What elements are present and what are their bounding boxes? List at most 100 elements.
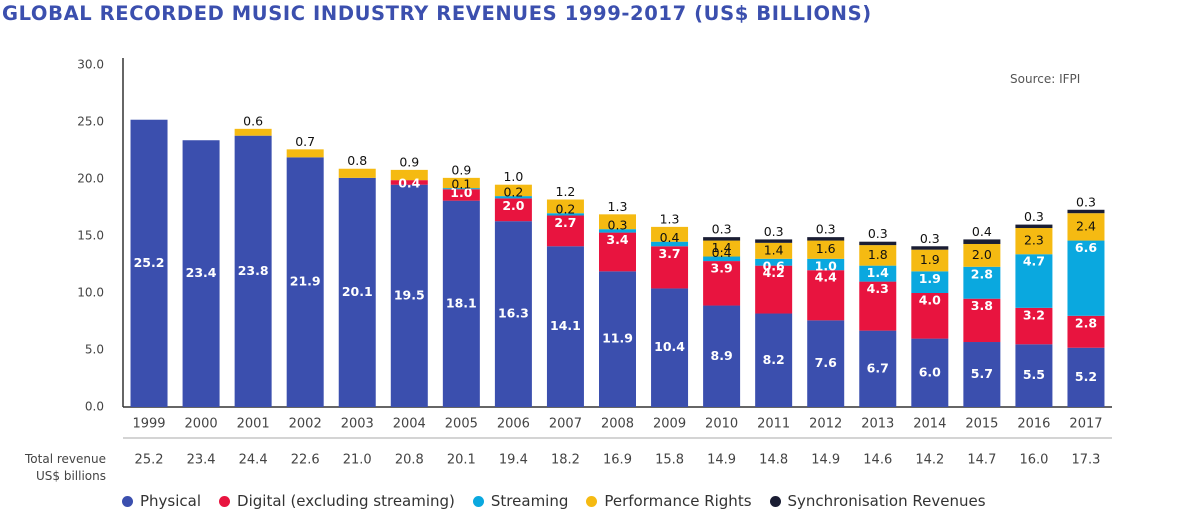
bar-segment-physical (546, 246, 584, 407)
total-value: 20.1 (447, 453, 476, 468)
bar-segment-performance (807, 240, 845, 259)
bar-segment-streaming (651, 241, 689, 247)
data-label-physical: 7.6 (815, 355, 837, 370)
total-value: 21.0 (343, 453, 372, 468)
bar-segment-digital (390, 180, 428, 185)
data-label-streaming: 1.9 (919, 271, 941, 286)
data-label-streaming: 4.7 (1023, 254, 1045, 269)
bar-segment-digital (963, 298, 1001, 343)
source-note: Source: IFPI (1010, 72, 1081, 86)
data-label-digital: 2.8 (1075, 315, 1097, 330)
bar-segment-physical (703, 305, 741, 407)
x-tick-label: 2003 (341, 417, 374, 432)
bar-segment-digital (651, 246, 689, 289)
data-label-streaming: 0.4 (660, 230, 680, 245)
x-tick-label: 2010 (705, 417, 738, 432)
data-label-streaming: 0.3 (608, 218, 628, 233)
chart-title: GLOBAL RECORDED MUSIC INDUSTRY REVENUES … (2, 2, 872, 25)
data-label-performance: 0.6 (243, 113, 263, 128)
y-tick-label: 25.0 (77, 115, 104, 129)
legend-label: Streaming (490, 492, 569, 510)
total-value: 20.8 (395, 453, 424, 468)
bar-segment-performance (911, 249, 949, 272)
bar-segment-streaming (963, 266, 1001, 299)
x-tick-label: 2012 (809, 417, 842, 432)
bar-segment-streaming (755, 258, 793, 266)
data-label-physical: 16.3 (498, 306, 529, 321)
bar-segment-performance (234, 128, 272, 136)
data-label-digital: 0.4 (398, 176, 420, 191)
data-label-digital: 4.4 (815, 270, 837, 285)
legend-label: Physical (140, 492, 202, 510)
data-label-physical: 8.9 (711, 348, 733, 363)
bar-segment-physical (755, 313, 793, 407)
bar-segment-physical (390, 184, 428, 407)
x-tick-label: 2005 (445, 417, 478, 432)
bar-segment-performance (494, 184, 532, 197)
data-label-physical: 5.7 (971, 366, 993, 381)
data-label-performance: 1.0 (503, 169, 523, 184)
x-tick-label: 2002 (289, 417, 322, 432)
data-label-physical: 25.2 (134, 255, 165, 270)
x-tick-label: 2007 (549, 417, 582, 432)
bar-segment-digital (911, 293, 949, 339)
data-label-performance: 1.8 (868, 247, 888, 262)
data-label-digital: 3.8 (971, 298, 993, 313)
bar-segment-digital (755, 265, 793, 314)
data-label-digital: 1.0 (450, 185, 472, 200)
data-label-sync: 0.3 (868, 226, 888, 241)
data-label-digital: 4.0 (919, 293, 941, 308)
data-label-performance: 2.3 (1024, 233, 1044, 248)
bar-segment-performance (859, 245, 897, 266)
total-value: 23.4 (187, 453, 216, 468)
data-label-streaming: 0.6 (763, 258, 785, 273)
legend-item-digital: Digital (excluding streaming) (219, 492, 455, 510)
data-label-performance: 1.4 (712, 240, 732, 255)
y-tick-label: 10.0 (77, 286, 104, 300)
data-label-sync: 0.3 (816, 222, 836, 237)
y-tick-label: 15.0 (77, 229, 104, 243)
bar-segment-streaming (599, 229, 636, 233)
bar-segment-performance (1067, 213, 1105, 241)
total-value: 25.2 (135, 453, 164, 468)
bar-segment-performance (963, 243, 1001, 267)
bar-segment-digital (703, 261, 741, 306)
x-tick-label: 2006 (497, 417, 530, 432)
legend-swatch (122, 495, 133, 507)
total-value: 22.6 (291, 453, 320, 468)
data-label-digital: 3.9 (711, 261, 733, 276)
bar-segment-performance (1015, 228, 1053, 255)
x-tick-label: 2015 (965, 417, 998, 432)
data-label-physical: 8.2 (763, 352, 785, 367)
x-tick-label: 2001 (237, 417, 270, 432)
bar-segment-digital (1067, 315, 1105, 348)
bar-segment-streaming (1015, 254, 1053, 308)
total-value: 15.8 (655, 453, 684, 468)
bar-segment-sync (755, 239, 793, 243)
bar-segment-sync (963, 239, 1001, 244)
bar-segment-physical (130, 119, 168, 407)
data-label-physical: 19.5 (394, 287, 425, 302)
legend-item-sync: Synchronisation Revenues (769, 492, 986, 510)
data-label-physical: 10.4 (654, 339, 685, 354)
legend-label: Performance Rights (604, 492, 752, 510)
legend: Physical Digital (excluding streaming) Str… (122, 492, 986, 510)
legend-label: Synchronisation Revenues (787, 492, 986, 510)
data-label-physical: 18.1 (446, 295, 477, 310)
bar-segment-performance (390, 169, 428, 181)
total-value: 16.0 (1019, 453, 1048, 468)
bar-segment-performance (703, 240, 741, 257)
data-label-sync: 0.4 (972, 224, 992, 239)
data-label-performance: 0.7 (295, 134, 315, 149)
data-label-performance: 2.0 (972, 247, 992, 262)
bar-segment-streaming (494, 196, 532, 199)
bar-segment-physical (286, 157, 324, 407)
bar-segment-streaming (546, 213, 584, 216)
data-label-physical: 23.4 (186, 265, 217, 280)
data-label-sync: 0.3 (764, 224, 784, 239)
data-label-performance: 1.2 (556, 184, 576, 199)
bar-segment-streaming (1067, 240, 1105, 316)
x-tick-label: 2008 (601, 417, 634, 432)
y-tick-label: 0.0 (85, 400, 104, 414)
legend-item-physical: Physical (122, 492, 201, 510)
